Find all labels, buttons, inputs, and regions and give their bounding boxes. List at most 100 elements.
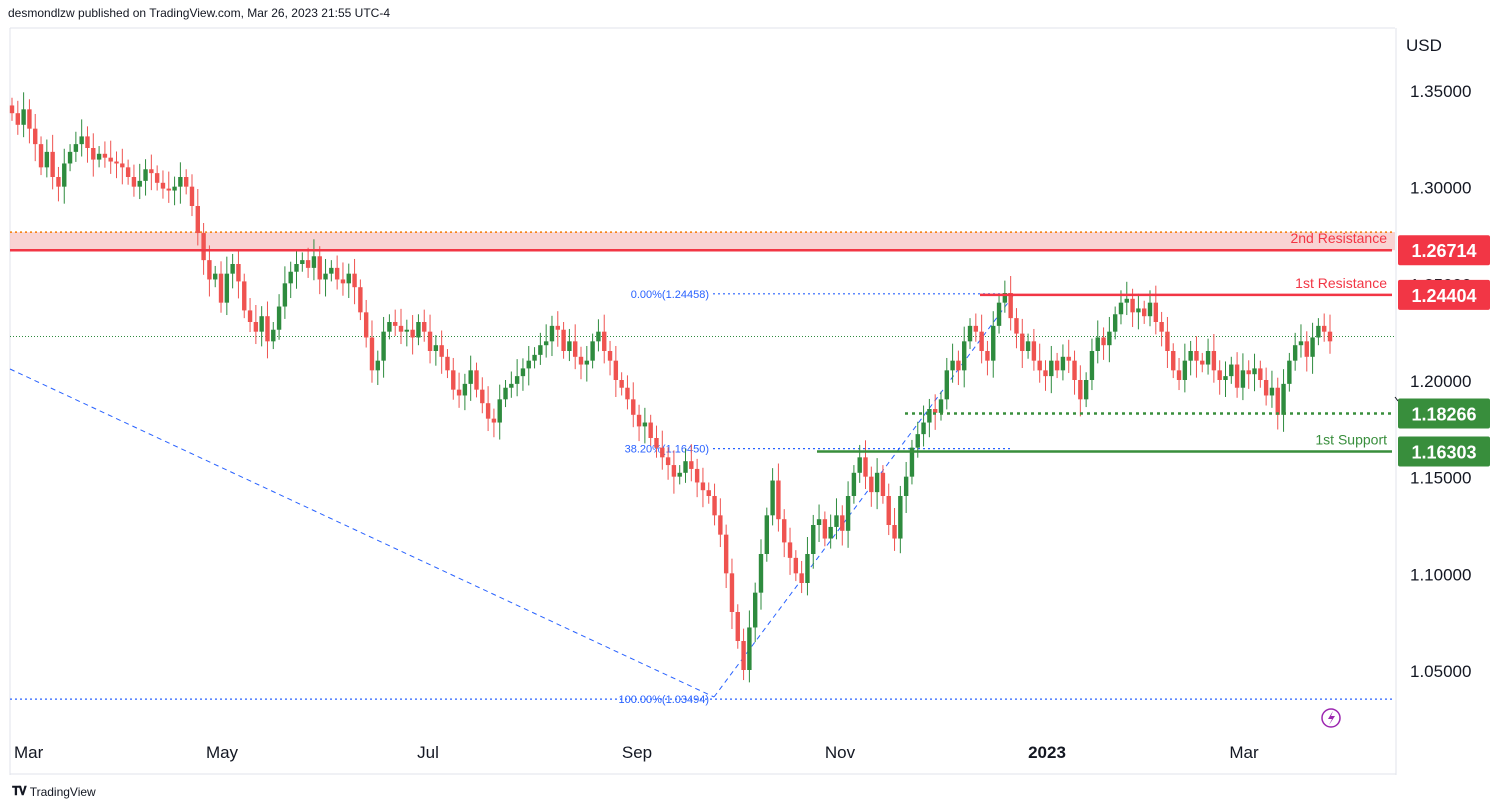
candle-body xyxy=(387,322,392,332)
candle-body xyxy=(642,422,648,427)
candle-body xyxy=(1008,293,1013,319)
candle-body xyxy=(91,148,96,160)
candle-body xyxy=(967,325,973,342)
tradingview-logo-icon: 𝐓𝐕 xyxy=(12,784,27,798)
axis-marker xyxy=(1394,396,1399,402)
candle-body xyxy=(782,519,787,543)
price-tag[interactable] xyxy=(1398,398,1490,429)
candle-body xyxy=(1292,345,1298,361)
candle-body xyxy=(1205,351,1211,365)
y-tick-label: 1.30000 xyxy=(1410,179,1471,198)
y-tick-label: 1.35000 xyxy=(1410,82,1471,101)
candle-body xyxy=(480,389,485,404)
candle-body xyxy=(282,283,288,307)
price-tag[interactable] xyxy=(1398,436,1490,467)
candle-body xyxy=(33,128,38,145)
candle-body xyxy=(1240,370,1246,388)
candle-body xyxy=(938,399,944,413)
candle-body xyxy=(1130,298,1135,313)
candle-body xyxy=(404,329,410,332)
candle-body xyxy=(189,186,195,206)
candle-body xyxy=(509,383,514,388)
candle-body xyxy=(1327,331,1333,342)
candle-body xyxy=(1031,341,1037,361)
candle-body xyxy=(439,345,444,357)
candle-body xyxy=(300,260,305,264)
candle-body xyxy=(706,490,711,496)
candle-body xyxy=(9,105,15,114)
candle-body xyxy=(1112,314,1118,332)
candle-body xyxy=(276,306,282,330)
candle-body xyxy=(944,370,949,400)
candle-body xyxy=(1037,360,1042,371)
candle-body xyxy=(962,341,967,371)
candle-body xyxy=(1101,337,1106,346)
candle-body xyxy=(898,496,903,539)
candle-body xyxy=(456,389,462,396)
fib-trendline-down xyxy=(9,368,715,698)
lightning-bolt-icon xyxy=(1328,711,1335,725)
price-tag-label: 1.18266 xyxy=(1411,405,1476,425)
candle-body xyxy=(1275,387,1280,415)
footer-brand[interactable]: 𝐓𝐕 TradingView xyxy=(12,784,96,799)
candle-body xyxy=(828,526,833,539)
candle-body xyxy=(1136,308,1141,313)
candle-body xyxy=(1321,325,1327,332)
candle-body xyxy=(96,153,102,160)
candle-body xyxy=(38,144,44,168)
y-tick-label: 1.05000 xyxy=(1410,662,1471,681)
candle-body xyxy=(1043,370,1048,377)
candle-body xyxy=(805,554,810,583)
candle-body xyxy=(770,480,775,516)
candle-body xyxy=(654,438,659,448)
footer-brand-label: TradingView xyxy=(29,784,96,799)
candle-body xyxy=(451,370,456,390)
candle-body xyxy=(427,331,433,351)
level-name-label: 2nd Resistance xyxy=(1290,230,1387,246)
lightning-icon[interactable] xyxy=(1321,708,1341,728)
x-tick-label: Sep xyxy=(622,743,652,762)
candle-body xyxy=(334,267,340,280)
candle-body xyxy=(683,461,688,473)
candle-body xyxy=(305,260,311,268)
candle-body xyxy=(73,144,79,152)
candle-body xyxy=(567,341,572,351)
candle-body xyxy=(631,399,636,415)
candle-body xyxy=(1118,302,1124,315)
candle-body xyxy=(433,345,439,351)
candle-body xyxy=(1182,360,1188,380)
candle-body xyxy=(149,169,154,174)
price-tag[interactable] xyxy=(1398,235,1490,266)
candle-body xyxy=(1234,364,1240,388)
price-tag[interactable] xyxy=(1398,279,1490,310)
candle-body xyxy=(1153,302,1159,322)
candle-body xyxy=(764,515,770,554)
candle-body xyxy=(677,472,682,477)
candle-body xyxy=(880,472,886,496)
publisher-info: desmondlzw published on TradingView.com,… xyxy=(8,6,390,20)
candle-body xyxy=(1223,376,1228,380)
x-tick-label: Nov xyxy=(825,743,856,762)
candle-body xyxy=(700,482,706,491)
candle-body xyxy=(265,316,270,342)
candle-body xyxy=(1060,356,1066,371)
candle-body xyxy=(410,329,415,338)
candle-body xyxy=(201,233,206,261)
candle-body xyxy=(985,351,990,361)
candle-body xyxy=(1049,360,1054,377)
candle-body xyxy=(1217,370,1222,380)
candle-body xyxy=(393,322,398,326)
candle-body xyxy=(1258,368,1263,380)
candle-body xyxy=(648,422,653,438)
currency-label: USD xyxy=(1406,36,1442,55)
candle-body xyxy=(1194,351,1199,361)
candle-body xyxy=(869,476,874,493)
candle-body xyxy=(172,186,177,191)
candle-body xyxy=(1066,356,1071,361)
price-tag-label: 1.24404 xyxy=(1411,286,1476,306)
candle-body xyxy=(1316,325,1321,338)
candle-body xyxy=(1246,370,1251,375)
candle-body xyxy=(857,457,862,473)
candle-body xyxy=(1281,383,1286,415)
